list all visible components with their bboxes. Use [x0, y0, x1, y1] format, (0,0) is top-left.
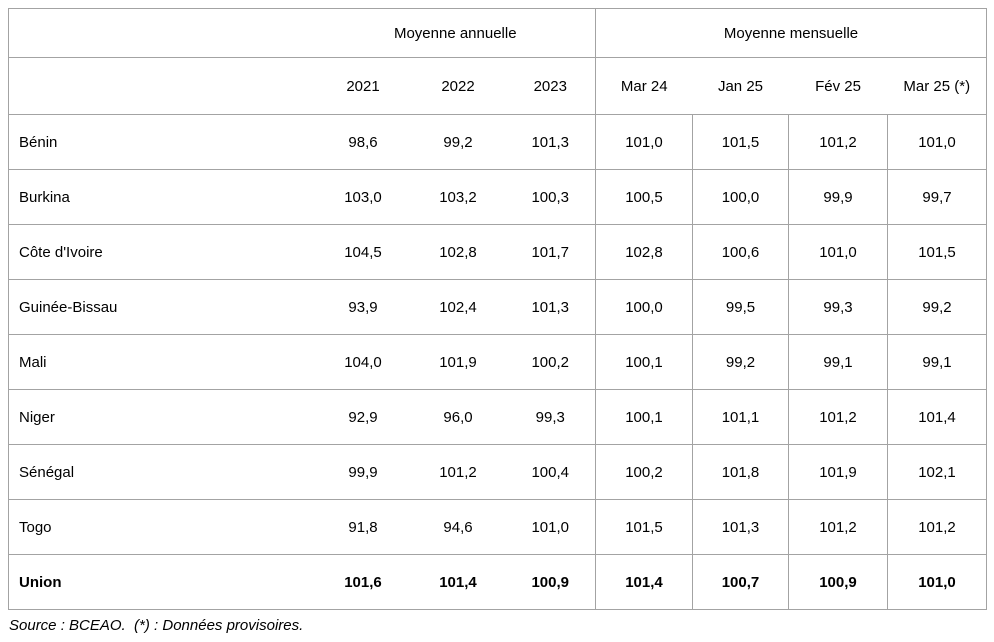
column-header-2022: 2022: [410, 57, 506, 115]
column-header-mar25: Mar 25 (*): [887, 57, 987, 115]
column-header-jan25: Jan 25: [692, 57, 789, 115]
value-cell: 102,8: [410, 224, 506, 280]
value-cell: 100,9: [505, 554, 596, 610]
value-cell: 99,3: [788, 279, 888, 335]
value-cell: 100,1: [595, 389, 693, 445]
value-cell: 99,1: [788, 334, 888, 390]
value-cell: 101,0: [595, 114, 693, 170]
value-cell: 99,9: [315, 444, 411, 500]
value-cell: 101,3: [505, 279, 596, 335]
value-cell: 100,9: [788, 554, 888, 610]
column-header-fev25: Fév 25: [788, 57, 888, 115]
value-cell: 101,5: [595, 499, 693, 555]
corner-cell: [8, 57, 316, 115]
value-cell: 100,1: [595, 334, 693, 390]
value-cell: 101,5: [887, 224, 987, 280]
price-index-table: Moyenne annuelle Moyenne mensuelle 2021 …: [8, 8, 987, 610]
value-cell: 103,2: [410, 169, 506, 225]
value-cell: 101,1: [692, 389, 789, 445]
country-name-cell: Togo: [8, 499, 316, 555]
corner-cell: [8, 8, 316, 58]
value-cell: 100,5: [595, 169, 693, 225]
row-mali: Mali 104,0 101,9 100,2 100,1 99,2 99,1 9…: [8, 334, 987, 390]
value-cell: 101,2: [788, 389, 888, 445]
value-cell: 99,7: [887, 169, 987, 225]
row-benin: Bénin 98,6 99,2 101,3 101,0 101,5 101,2 …: [8, 114, 987, 170]
value-cell: 101,4: [410, 554, 506, 610]
row-guinee-bissau: Guinée-Bissau 93,9 102,4 101,3 100,0 99,…: [8, 279, 987, 335]
value-cell: 101,0: [887, 554, 987, 610]
value-cell: 101,0: [788, 224, 888, 280]
value-cell: 101,6: [315, 554, 411, 610]
value-cell: 99,2: [887, 279, 987, 335]
value-cell: 100,3: [505, 169, 596, 225]
value-cell: 101,9: [788, 444, 888, 500]
value-cell: 101,4: [887, 389, 987, 445]
column-header-2021: 2021: [315, 57, 411, 115]
header-columns-row: 2021 2022 2023 Mar 24 Jan 25 Fév 25 Mar …: [8, 57, 987, 115]
group-header-annual: Moyenne annuelle: [315, 8, 596, 58]
country-name-cell: Mali: [8, 334, 316, 390]
column-header-2023: 2023: [505, 57, 596, 115]
source-note: Source : BCEAO. (*) : Données provisoire…: [9, 617, 304, 634]
value-cell: 99,2: [692, 334, 789, 390]
value-cell: 101,0: [505, 499, 596, 555]
row-togo: Togo 91,8 94,6 101,0 101,5 101,3 101,2 1…: [8, 499, 987, 555]
value-cell: 101,2: [887, 499, 987, 555]
value-cell: 101,2: [410, 444, 506, 500]
value-cell: 102,1: [887, 444, 987, 500]
value-cell: 96,0: [410, 389, 506, 445]
row-union: Union 101,6 101,4 100,9 101,4 100,7 100,…: [8, 554, 987, 610]
value-cell: 91,8: [315, 499, 411, 555]
value-cell: 99,2: [410, 114, 506, 170]
country-name-cell: Niger: [8, 389, 316, 445]
value-cell: 99,1: [887, 334, 987, 390]
value-cell: 101,0: [887, 114, 987, 170]
value-cell: 101,2: [788, 499, 888, 555]
row-senegal: Sénégal 99,9 101,2 100,4 100,2 101,8 101…: [8, 444, 987, 500]
value-cell: 100,7: [692, 554, 789, 610]
row-burkina: Burkina 103,0 103,2 100,3 100,5 100,0 99…: [8, 169, 987, 225]
value-cell: 94,6: [410, 499, 506, 555]
value-cell: 100,2: [505, 334, 596, 390]
country-name-cell: Côte d'Ivoire: [8, 224, 316, 280]
value-cell: 103,0: [315, 169, 411, 225]
value-cell: 93,9: [315, 279, 411, 335]
country-name-cell: Bénin: [8, 114, 316, 170]
country-name-cell: Burkina: [8, 169, 316, 225]
header-group-row: Moyenne annuelle Moyenne mensuelle: [8, 8, 987, 58]
value-cell: 98,6: [315, 114, 411, 170]
value-cell: 99,5: [692, 279, 789, 335]
column-header-mar24: Mar 24: [595, 57, 693, 115]
value-cell: 100,0: [692, 169, 789, 225]
value-cell: 101,5: [692, 114, 789, 170]
value-cell: 101,9: [410, 334, 506, 390]
value-cell: 104,5: [315, 224, 411, 280]
value-cell: 104,0: [315, 334, 411, 390]
value-cell: 100,0: [595, 279, 693, 335]
value-cell: 100,4: [505, 444, 596, 500]
value-cell: 99,9: [788, 169, 888, 225]
value-cell: 101,8: [692, 444, 789, 500]
value-cell: 100,6: [692, 224, 789, 280]
value-cell: 92,9: [315, 389, 411, 445]
row-niger: Niger 92,9 96,0 99,3 100,1 101,1 101,2 1…: [8, 389, 987, 445]
value-cell: 101,3: [505, 114, 596, 170]
country-name-cell: Sénégal: [8, 444, 316, 500]
value-cell: 101,4: [595, 554, 693, 610]
row-cote-divoire: Côte d'Ivoire 104,5 102,8 101,7 102,8 10…: [8, 224, 987, 280]
value-cell: 102,8: [595, 224, 693, 280]
country-name-cell: Guinée-Bissau: [8, 279, 316, 335]
value-cell: 101,7: [505, 224, 596, 280]
value-cell: 99,3: [505, 389, 596, 445]
value-cell: 102,4: [410, 279, 506, 335]
value-cell: 101,3: [692, 499, 789, 555]
country-name-cell: Union: [8, 554, 316, 610]
value-cell: 101,2: [788, 114, 888, 170]
group-header-monthly: Moyenne mensuelle: [595, 8, 987, 58]
value-cell: 100,2: [595, 444, 693, 500]
